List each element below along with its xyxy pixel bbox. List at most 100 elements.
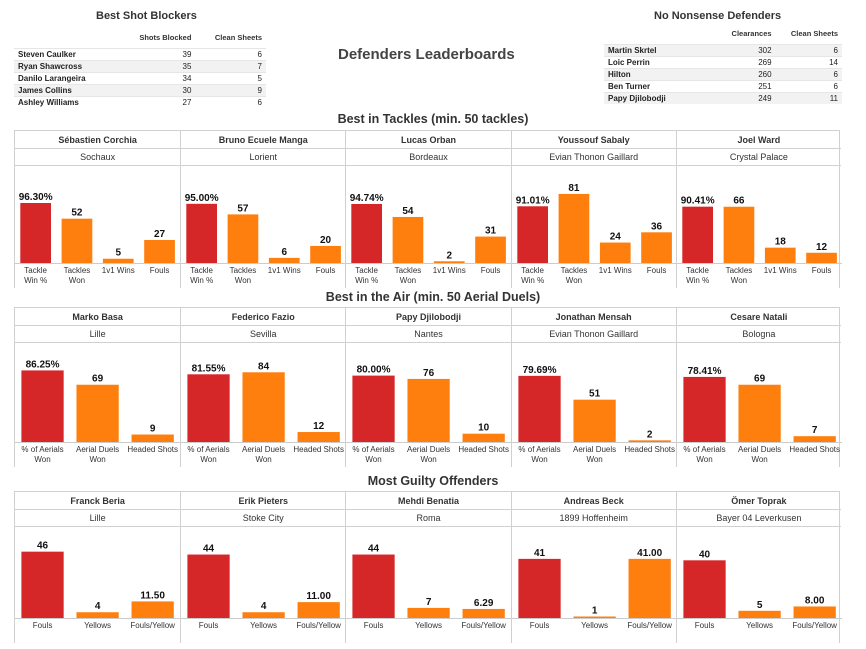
player-panel: Federico Fazio Sevilla 81.55%% of Aerials W… xyxy=(180,308,347,467)
data-label: 11.00 xyxy=(307,591,332,602)
table-row: Loic Perrin 269 14 xyxy=(604,56,842,69)
category-label: Fouls/Yellow xyxy=(462,621,507,630)
bar xyxy=(242,612,285,618)
bar xyxy=(793,436,836,442)
column-header: Clean Sheets xyxy=(790,29,838,38)
bar xyxy=(738,384,781,442)
data-label: 46 xyxy=(37,541,49,552)
bar xyxy=(61,218,93,263)
bar xyxy=(738,610,781,618)
divider xyxy=(511,325,676,326)
player-panel: Jonathan Mensah Evian Thonon Gaillard 79.6… xyxy=(510,308,677,467)
data-label: 80.00% xyxy=(357,365,391,376)
bar xyxy=(351,203,383,263)
table-cell: 6 xyxy=(775,44,842,57)
data-label: 12 xyxy=(816,242,828,253)
divider xyxy=(676,526,841,527)
category-label: Won xyxy=(586,455,602,464)
data-label: 52 xyxy=(71,208,83,219)
player-club: Lille xyxy=(89,513,106,523)
data-label: 10 xyxy=(478,423,490,434)
category-label: Won xyxy=(235,276,251,285)
table-row: Hilton 260 6 xyxy=(604,68,842,81)
bar xyxy=(434,261,465,263)
category-label: Tackle xyxy=(24,266,47,275)
player-panel: Erik Pieters Stoke City 44 Fouls 4 Yellows 11.… xyxy=(180,492,347,643)
category-label: Fouls xyxy=(364,621,384,630)
data-label: 54 xyxy=(403,206,415,217)
data-label: 31 xyxy=(485,226,497,237)
bar xyxy=(187,554,230,618)
bar xyxy=(517,558,561,618)
divider xyxy=(181,342,346,343)
table-cell: 251 xyxy=(707,80,776,93)
category-label: % of Aerials xyxy=(188,445,230,454)
player-name: Lucas Orban xyxy=(400,135,456,145)
player-name: Papy Djilobodji xyxy=(604,92,708,104)
divider xyxy=(511,148,676,149)
data-label: 24 xyxy=(609,232,621,243)
player-name: Papy Djilobodji xyxy=(395,312,461,322)
player-name: Ben Turner xyxy=(604,80,708,93)
bar xyxy=(352,375,396,442)
divider xyxy=(181,509,346,510)
divider xyxy=(511,342,676,343)
category-label: Headed Shots xyxy=(789,445,840,454)
category-label: Tackle xyxy=(686,266,709,275)
bar xyxy=(297,432,340,442)
table-row: Steven Caulker 39 6 xyxy=(14,48,266,61)
category-label: Won xyxy=(34,455,50,464)
category-label: Won xyxy=(531,455,547,464)
category-label: Tackles xyxy=(64,266,91,275)
shot-blockers-table: Shots Blocked Clean Sheets Steven Caulke… xyxy=(14,33,266,108)
divider xyxy=(15,325,181,326)
player-club: Crystal Palace xyxy=(729,152,788,162)
data-label: 79.69% xyxy=(522,365,556,376)
divider xyxy=(15,148,181,149)
table-cell: 5 xyxy=(195,72,266,85)
category-label: Fouls/Yellow xyxy=(130,621,175,630)
column-header: Clean Sheets xyxy=(214,33,262,42)
player-panel: Bruno Ecuele Manga Lorient 95.00% Tackle Win… xyxy=(180,131,347,288)
player-club: Bordeaux xyxy=(409,152,448,162)
category-label: Aerial Duels xyxy=(738,445,781,454)
player-panel: Mehdi Benatia Roma 44 Fouls 7 Yellows 6.29 Foul… xyxy=(345,492,512,643)
category-label: Won xyxy=(400,276,416,285)
bar xyxy=(310,245,342,263)
bar xyxy=(297,602,340,618)
category-label: Fouls xyxy=(33,621,53,630)
data-label: 76 xyxy=(423,368,435,379)
divider xyxy=(181,526,346,527)
bar xyxy=(475,236,507,263)
table-row: Danilo Larangeira 34 5 xyxy=(14,72,266,85)
divider xyxy=(676,165,841,166)
bar xyxy=(682,206,713,263)
player-club: Lorient xyxy=(249,152,278,162)
divider xyxy=(346,342,511,343)
player-panel: Joel Ward Crystal Palace 90.41% Tackle Win %… xyxy=(675,131,842,288)
category-label: Fouls xyxy=(529,621,549,630)
bar xyxy=(640,232,672,263)
player-club: Sevilla xyxy=(250,329,277,339)
player-panel: Sébastien Corchia Sochaux 96.30% Tackle Win … xyxy=(15,131,181,288)
divider xyxy=(511,165,676,166)
category-label: Win % xyxy=(686,276,709,285)
data-label: 84 xyxy=(258,361,270,372)
bar xyxy=(407,378,451,442)
category-label: Won xyxy=(751,455,767,464)
category-label: Aerial Duels xyxy=(407,445,450,454)
bar xyxy=(517,375,561,442)
bar xyxy=(462,433,506,442)
data-label: 44 xyxy=(368,544,380,555)
bar xyxy=(187,374,230,442)
category-label: Fouls xyxy=(481,266,501,275)
category-label: Won xyxy=(89,455,105,464)
category-label: Win % xyxy=(24,276,47,285)
data-label: 7 xyxy=(426,597,432,608)
bar xyxy=(628,440,671,442)
category-label: 1v1 Wins xyxy=(102,266,135,275)
category-label: 1v1 Wins xyxy=(598,266,631,275)
bar-chart: 46 Fouls 4 Yellows 11.50 Fouls/Yellow xyxy=(15,541,181,630)
